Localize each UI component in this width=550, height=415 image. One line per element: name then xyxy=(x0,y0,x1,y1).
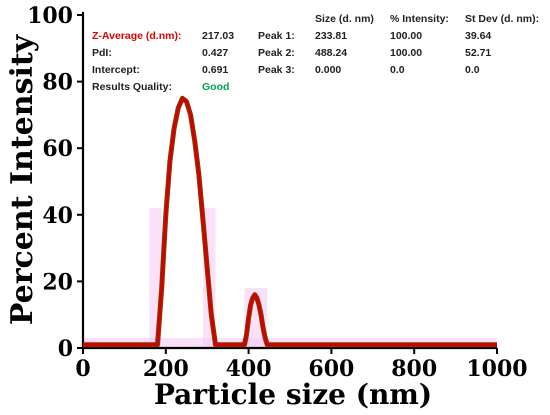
x-tick-label: 200 xyxy=(143,356,189,382)
x-tick-label: 800 xyxy=(391,356,437,382)
data-series xyxy=(83,95,497,348)
peak3-intensity: 0.0 xyxy=(390,64,405,76)
y-tick-label: 100 xyxy=(27,3,73,29)
z-average-label: Z-Average (d.nm): xyxy=(92,30,181,42)
series-line xyxy=(83,96,497,347)
header-stdev: St Dev (d. nm): xyxy=(465,13,539,25)
peak2-size: 488.24 xyxy=(315,47,347,59)
intercept-value: 0.691 xyxy=(202,64,228,76)
intercept-label: Intercept: xyxy=(92,64,140,76)
peak1-stdev: 39.64 xyxy=(465,30,491,42)
peak2-label: Peak 2: xyxy=(258,47,295,59)
pdi-value: 0.427 xyxy=(202,47,228,59)
x-axis-label: Particle size (nm) xyxy=(154,378,432,411)
x-axis-ticks: 0 200 400 600 800 1000 xyxy=(75,348,528,382)
results-quality-value: Good xyxy=(202,81,229,93)
pdi-label: PdI: xyxy=(92,47,112,59)
intensity-bands xyxy=(83,208,497,348)
x-tick-label: 1000 xyxy=(466,356,527,382)
results-quality-label: Results Quality: xyxy=(92,81,172,93)
y-tick-label: 80 xyxy=(42,70,73,96)
peak3-label: Peak 3: xyxy=(258,64,295,76)
header-size: Size (d. nm) xyxy=(315,13,374,25)
y-tick-label: 60 xyxy=(42,136,73,162)
results-table: Size (d. nm) % Intensity: St Dev (d. nm)… xyxy=(92,13,539,93)
peak2-stdev: 52.71 xyxy=(465,47,491,59)
y-axis-label: Percent Intensity xyxy=(5,33,40,325)
y-axis-ticks: 0 20 40 60 80 100 xyxy=(27,3,83,362)
peak1-label: Peak 1: xyxy=(258,30,295,42)
peak1-size: 233.81 xyxy=(315,30,347,42)
x-tick-label: 600 xyxy=(308,356,354,382)
y-tick-label: 20 xyxy=(42,269,73,295)
peak3-stdev: 0.0 xyxy=(465,64,480,76)
peak2-intensity: 100.00 xyxy=(390,47,422,59)
z-average-value: 217.03 xyxy=(202,30,234,42)
x-tick-label: 400 xyxy=(226,356,272,382)
peak3-size: 0.000 xyxy=(315,64,341,76)
header-intensity: % Intensity: xyxy=(390,13,449,25)
x-tick-label: 0 xyxy=(75,356,90,382)
peak1-intensity: 100.00 xyxy=(390,30,422,42)
series-shadow xyxy=(83,95,497,348)
y-tick-label: 40 xyxy=(42,203,73,229)
y-tick-label: 0 xyxy=(58,336,73,362)
